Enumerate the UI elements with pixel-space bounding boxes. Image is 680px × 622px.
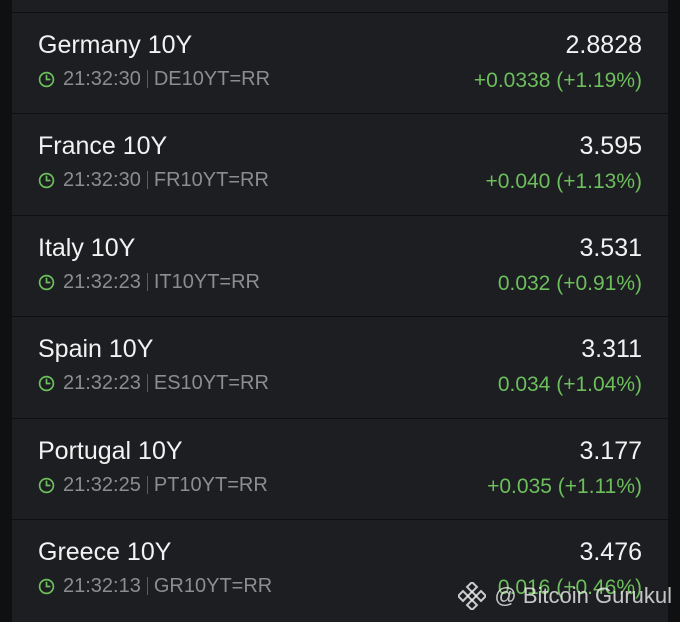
watermark: @ Bitcoin Gurukul [458, 582, 672, 610]
yield-change: +0.0338 (+1.19%) [473, 69, 642, 92]
divider [146, 374, 148, 392]
instrument-name: Italy 10Y [38, 234, 136, 262]
ric-code: ES10YT=RR [153, 371, 269, 394]
ric-code: IT10YT=RR [153, 270, 261, 293]
instrument-name: Germany 10Y [38, 31, 193, 59]
instrument-meta: 21:32:23 IT10YT=RR [38, 270, 260, 294]
list-item-germany[interactable]: Germany 10Y 21:32:30 DE10YT=RR 2.8828 +0… [12, 12, 668, 113]
bond-yields-list: Germany 10Y 21:32:30 DE10YT=RR 2.8828 +0… [12, 0, 668, 622]
clock-icon [38, 375, 55, 391]
instrument-name: Portugal 10Y [38, 437, 183, 465]
divider [146, 70, 148, 88]
update-time: 21:32:25 [63, 473, 141, 496]
ric-code: FR10YT=RR [153, 168, 269, 191]
yield-value: 3.311 [581, 335, 642, 363]
update-time: 21:32:13 [63, 574, 141, 597]
clock-icon [38, 71, 55, 87]
instrument-meta: 21:32:30 DE10YT=RR [38, 67, 270, 91]
list-item-france[interactable]: France 10Y 21:32:30 FR10YT=RR 3.595 +0.0… [12, 113, 668, 214]
instrument-meta: 21:32:30 FR10YT=RR [38, 168, 269, 192]
yield-change: 0.032 (+0.91%) [497, 272, 642, 295]
divider [146, 476, 148, 494]
yield-value: 3.177 [579, 437, 642, 465]
yield-change: +0.035 (+1.11%) [487, 475, 642, 498]
instrument-meta: 21:32:13 GR10YT=RR [38, 574, 272, 598]
clock-icon [38, 274, 55, 290]
ric-code: PT10YT=RR [153, 473, 268, 496]
update-time: 21:32:23 [63, 371, 141, 394]
divider [146, 171, 148, 189]
yield-value: 3.595 [579, 132, 642, 160]
list-item-portugal[interactable]: Portugal 10Y 21:32:25 PT10YT=RR 3.177 +0… [12, 418, 668, 519]
instrument-name: France 10Y [38, 132, 168, 160]
update-time: 21:32:30 [63, 67, 141, 90]
clock-icon [38, 477, 55, 493]
instrument-meta: 21:32:23 ES10YT=RR [38, 371, 269, 395]
yield-value: 3.476 [579, 538, 642, 566]
instrument-name: Spain 10Y [38, 335, 154, 363]
watermark-text: @ Bitcoin Gurukul [494, 583, 672, 608]
yield-value: 2.8828 [565, 31, 642, 59]
yield-change: 0.034 (+1.04%) [497, 373, 642, 396]
binance-logo-icon [458, 582, 487, 610]
clock-icon [38, 172, 55, 188]
yield-change: +0.040 (+1.13%) [485, 170, 642, 193]
yield-value: 3.531 [579, 234, 642, 262]
update-time: 21:32:23 [63, 270, 141, 293]
instrument-meta: 21:32:25 PT10YT=RR [38, 473, 268, 497]
list-item-spain[interactable]: Spain 10Y 21:32:23 ES10YT=RR 3.311 0.034… [12, 316, 668, 417]
update-time: 21:32:30 [63, 168, 141, 191]
divider [146, 577, 148, 595]
ric-code: DE10YT=RR [153, 67, 271, 90]
ric-code: GR10YT=RR [153, 574, 273, 597]
list-item-italy[interactable]: Italy 10Y 21:32:23 IT10YT=RR 3.531 0.032… [12, 215, 668, 316]
clock-icon [38, 578, 55, 594]
instrument-name: Greece 10Y [38, 538, 172, 566]
divider [146, 273, 148, 291]
list-item-greece[interactable]: Greece 10Y 21:32:13 GR10YT=RR 3.476 0.01… [12, 519, 668, 620]
yield-change: 0.016 (+0.46%) [497, 576, 642, 599]
